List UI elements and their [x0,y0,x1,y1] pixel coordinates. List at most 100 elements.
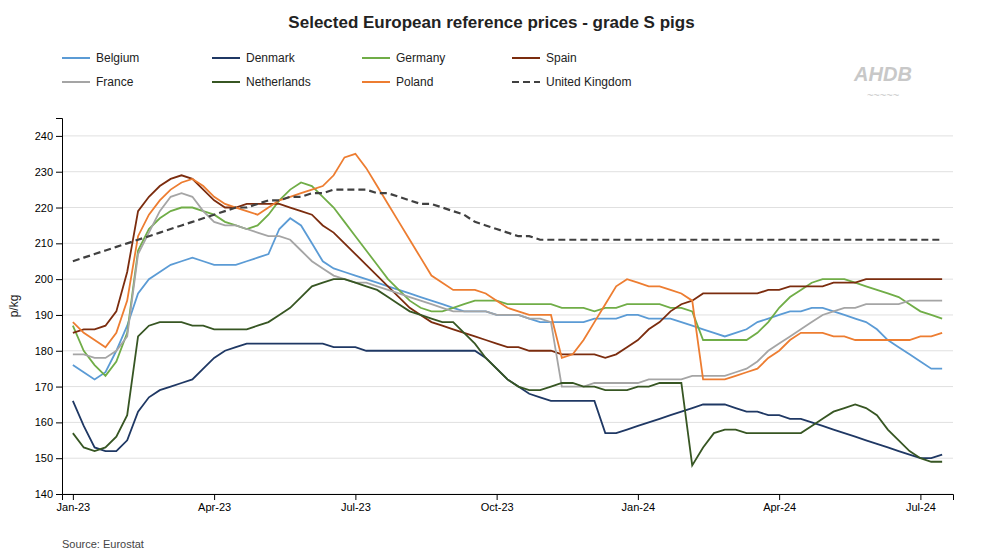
y-tick-mark [56,458,62,459]
grid-line [62,422,953,423]
legend-label: France [96,75,134,89]
legend-label: Belgium [96,51,139,65]
x-tick: Jan-23 [57,494,91,513]
series-line [73,190,942,262]
legend-item: Belgium [62,51,139,65]
grid [62,136,953,494]
x-tick-mark [497,494,498,500]
legend-item: Spain [512,51,577,65]
legend-label: Germany [396,51,445,65]
y-tick-label: 240 [35,130,53,142]
y-tick-mark [56,387,62,388]
y-tick: 170 [35,381,62,393]
plot-area: 140 150 160 170 180 190 200 210 220 230 240 Jan-23 A… [35,119,954,513]
y-tick: 230 [35,166,62,178]
x-tick-mark [355,494,356,500]
x-tick-label: Jan-23 [57,501,91,513]
y-tick-mark [56,243,62,244]
x-tick: Oct-23 [481,494,514,513]
chart: Selected European reference prices - gra… [0,0,983,558]
legend-swatch [212,81,240,83]
y-tick-mark [56,494,62,495]
y-tick-label: 150 [35,452,53,464]
title: Selected European reference prices - gra… [288,13,694,32]
series-line [73,344,942,459]
y-tick-mark [56,315,62,316]
legend-label: Denmark [246,51,296,65]
y-tick: 200 [35,273,62,285]
y-tick: 140 [35,488,62,500]
legend-swatch [62,57,90,59]
source: Source: Eurostat [62,538,144,550]
legend: Belgium Denmark Germany Spain France Netherla… [62,51,631,89]
x-tick-label: Oct-23 [481,501,514,513]
legend-item: France [62,75,134,89]
x-tick-label: Jan-24 [622,501,656,513]
x-tick: Apr-24 [763,494,796,513]
grid-line [62,386,953,387]
x-tick-label: Apr-23 [198,501,231,513]
y-tick-label: 210 [35,237,53,249]
x-tick: Jan-24 [622,494,656,513]
x-tick-label: Jul-24 [906,501,936,513]
y-tick-mark [56,279,62,280]
legend-label: United Kingdom [546,75,631,89]
y-tick: 180 [35,345,62,357]
grid-line [62,350,953,351]
y-tick: 190 [35,309,62,321]
y-tick-mark [56,208,62,209]
y-tick: 150 [35,452,62,464]
series-line [73,175,942,358]
legend-item: Poland [362,75,433,89]
y-tick: 160 [35,416,62,428]
y-tick-label: 190 [35,309,53,321]
legend-label: Poland [396,75,433,89]
grid-line [62,458,953,459]
y-tick: 210 [35,237,62,249]
y-tick-label: 220 [35,202,53,214]
watermark: AHDB [853,63,912,85]
y-axis-title: p/kg [7,295,21,318]
legend-item: Netherlands [212,75,311,89]
y-tick-label: 170 [35,381,53,393]
legend-item: Denmark [212,51,296,65]
x-tick: Jul-23 [341,494,371,513]
x-axis-line [63,495,954,501]
legend-swatch [512,57,540,59]
x-tick: Apr-23 [198,494,231,513]
y-tick-mark [56,172,62,173]
y-tick-label: 180 [35,345,53,357]
series-line [73,154,942,380]
legend-swatch [212,57,240,59]
x-tick-label: Jul-23 [341,501,371,513]
y-tick-mark [56,136,62,137]
y-tick-label: 230 [35,166,53,178]
lines [73,154,942,466]
legend-swatch [362,81,390,83]
x-tick-label: Apr-24 [763,501,796,513]
grid-line [62,135,953,136]
legend-label: Netherlands [246,75,311,89]
y-tick: 240 [35,130,62,142]
legend-swatch [362,57,390,59]
y-tick-label: 140 [35,488,53,500]
y-axis-line [56,119,63,495]
y-tick-mark [56,351,62,352]
y-tick-mark [56,422,62,423]
legend-item: Germany [362,51,445,65]
y-tick-label: 200 [35,273,53,285]
y-tick-label: 160 [35,416,53,428]
legend-label: Spain [546,51,577,65]
grid-line [62,243,953,244]
y-tick: 220 [35,202,62,214]
x-tick-mark [214,494,215,500]
y-axis: 140 150 160 170 180 190 200 210 220 230 240 [35,119,63,501]
x-tick-mark [779,494,780,500]
x-tick-mark [638,494,639,500]
x-axis: Jan-23 Apr-23 Jul-23 Oct-23 Jan-24 Apr-24 Jul-… [57,494,954,513]
legend-item: United Kingdom [512,75,631,89]
legend-swatch [62,81,90,83]
x-tick-mark [920,494,921,500]
series-line [73,193,942,386]
grid-line [62,171,953,172]
